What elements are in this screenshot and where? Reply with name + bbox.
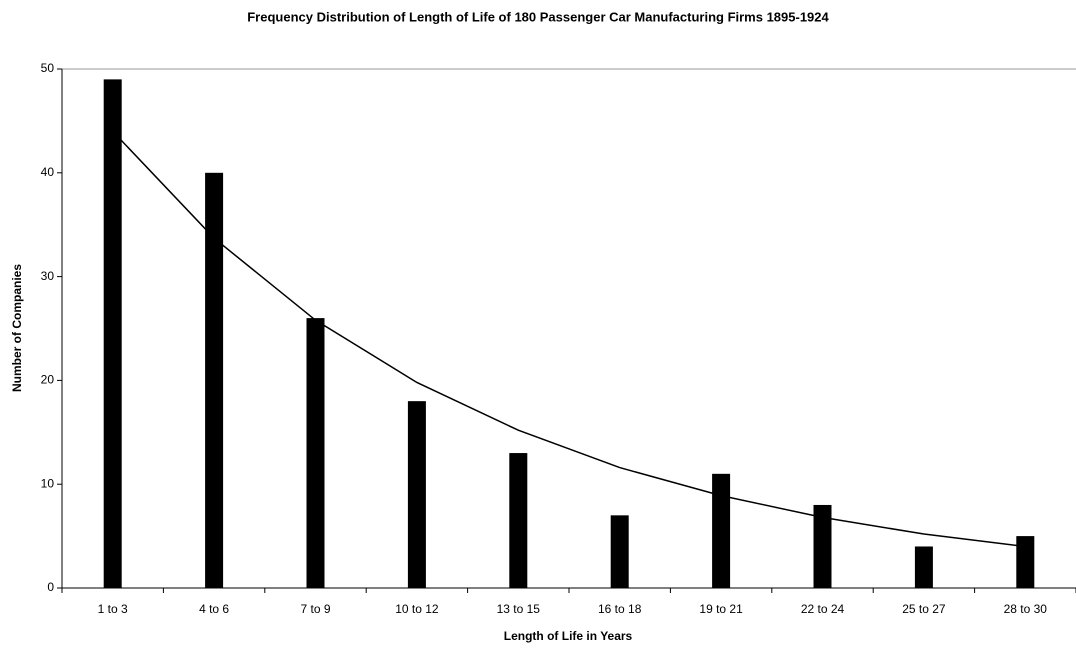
- y-tick-label: 50: [41, 61, 55, 75]
- x-tick-label: 22 to 24: [801, 602, 845, 616]
- bar: [306, 318, 325, 588]
- bar: [205, 172, 224, 589]
- y-axis-label: Number of Companies: [10, 264, 24, 392]
- bar: [712, 473, 731, 588]
- chart-title: Frequency Distribution of Length of Life…: [247, 9, 829, 24]
- trend-line: [112, 130, 1026, 548]
- bar: [914, 546, 933, 588]
- x-tick-label: 19 to 21: [699, 602, 743, 616]
- bar: [813, 504, 832, 588]
- x-tick-label: 7 to 9: [300, 602, 330, 616]
- bar: [103, 79, 122, 588]
- x-tick-label: 28 to 30: [1004, 602, 1048, 616]
- x-axis-label: Length of Life in Years: [504, 629, 633, 643]
- x-tick-label: 13 to 15: [497, 602, 541, 616]
- x-tick-label: 10 to 12: [395, 602, 439, 616]
- y-tick-label: 30: [41, 269, 55, 283]
- x-tick-label: 16 to 18: [598, 602, 642, 616]
- x-tick-label: 1 to 3: [98, 602, 128, 616]
- x-tick-label: 25 to 27: [902, 602, 946, 616]
- y-tick-label: 0: [47, 580, 54, 594]
- bar: [1016, 536, 1035, 588]
- bar: [509, 453, 528, 588]
- bar: [610, 515, 629, 588]
- y-tick-label: 20: [41, 373, 55, 387]
- y-tick-label: 40: [41, 165, 55, 179]
- bar: [407, 401, 426, 588]
- x-tick-label: 4 to 6: [199, 602, 229, 616]
- y-tick-label: 10: [41, 476, 55, 490]
